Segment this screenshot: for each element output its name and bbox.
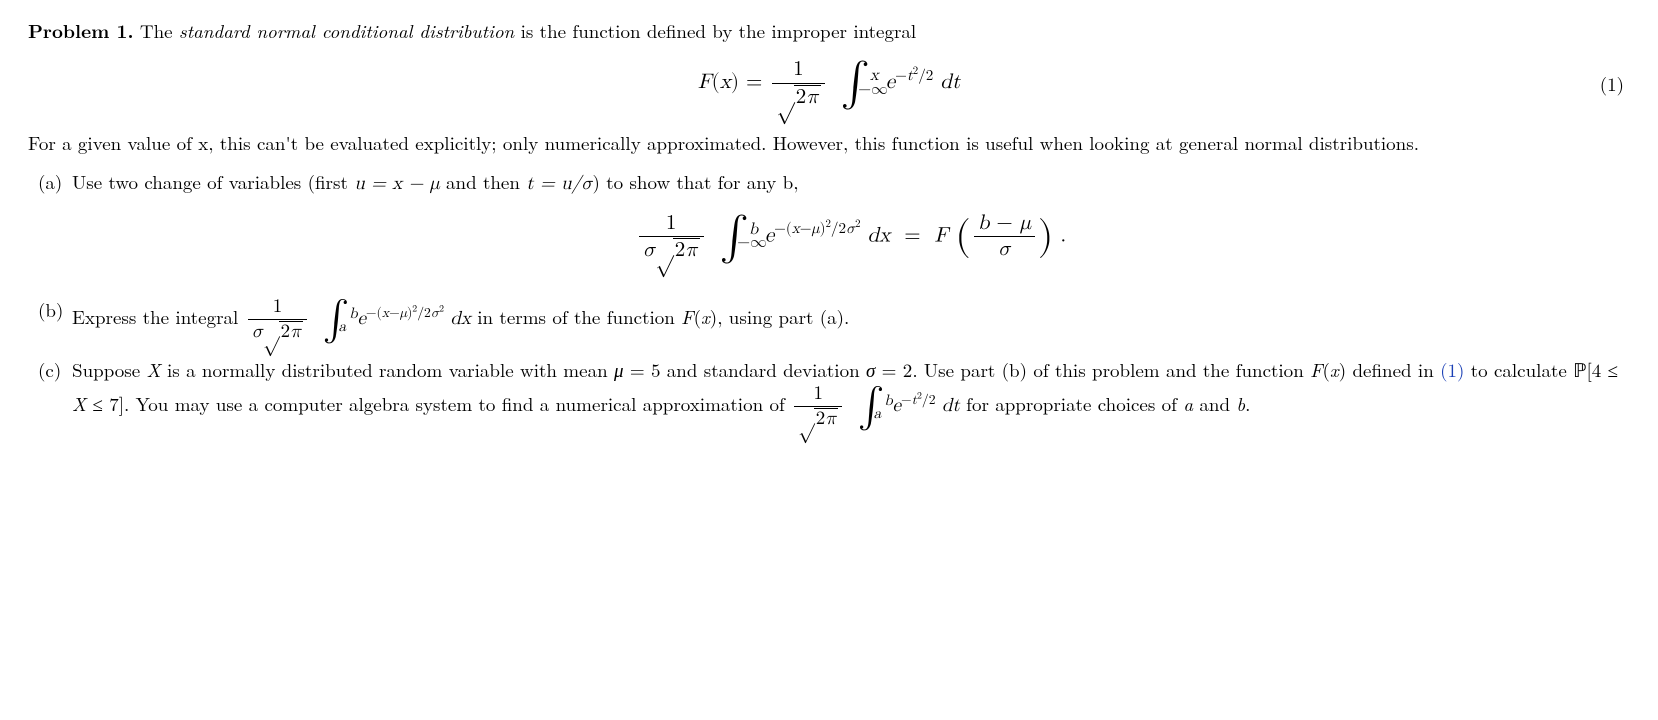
part-a-suffix: ) to show that for any b, xyxy=(593,168,799,195)
intro-term: standard normal conditional distribution xyxy=(179,17,514,44)
integral-icon: ∫b−∞ xyxy=(720,224,749,250)
den-sigma-b: σ xyxy=(252,322,263,341)
equation-1-row: F(x) = 1 2π ∫x−∞ e−t2/2 dt (1) xyxy=(28,56,1630,112)
parts-list: (a) Use two change of variables (first u… xyxy=(38,169,1630,430)
num-b: b xyxy=(978,213,990,234)
sym-X: X xyxy=(72,390,86,417)
num-one: 1 xyxy=(772,58,824,83)
sym-e-b: e xyxy=(357,309,365,328)
sym-F-a: F xyxy=(935,225,949,246)
part-c-label: (c) xyxy=(38,357,72,383)
sym-eq-a: = xyxy=(904,225,920,246)
problem-header: Problem 1. The standard normal condition… xyxy=(28,18,1630,44)
ilim-up-b3: b xyxy=(884,393,892,408)
num-one-c: 1 xyxy=(794,384,842,407)
ilim-lo-minf-a: −∞ xyxy=(737,235,767,252)
part-c-body: Suppose X is a normally distributed rand… xyxy=(72,357,1630,430)
sym-sigma-c: σ xyxy=(866,356,875,383)
integral-icon: ∫ba xyxy=(323,308,350,332)
den-sigma-frac: σ xyxy=(998,239,1011,260)
part-a-equation-row: 1 σ2π ∫b−∞ e−(x−μ)2/2σ2 dx = F ( b − μ σ… xyxy=(72,209,1630,265)
part-a-mid: and then xyxy=(440,168,527,195)
paragraph-context-text: For a given value of x, this can't be ev… xyxy=(28,129,1419,156)
part-a-prefix: Use two change of variables (first xyxy=(72,168,354,195)
den-pi: π xyxy=(806,87,818,108)
sym-dx-b: dx xyxy=(450,309,471,328)
den-pi-a: π xyxy=(685,240,697,261)
part-b-body: Express the integral 1 σ2π ∫ba e−(x−μ)2/… xyxy=(72,297,1630,343)
num-mu: μ xyxy=(1020,213,1031,234)
sym-dt: dt xyxy=(940,72,960,93)
sym-dt-c: dt xyxy=(942,396,960,415)
part-b: (b) Express the integral 1 σ2π ∫ba e−(x−… xyxy=(38,297,1630,343)
ilim-lo-a2: a xyxy=(874,406,882,421)
den-pi-b: π xyxy=(290,322,301,341)
den-two-c: 2 xyxy=(816,409,826,428)
den-two-a: 2 xyxy=(675,240,686,261)
sym-mu-c: μ xyxy=(614,356,624,383)
sym-eq: = xyxy=(746,72,762,93)
frac-1-over-sigma-sqrt2pi-b: 1 σ2π xyxy=(248,297,308,343)
ilim-up-b2: b xyxy=(349,306,357,321)
sym-F: F xyxy=(698,72,712,93)
paragraph-context: For a given value of x, this can't be ev… xyxy=(28,130,1630,156)
sigma-val: 2 xyxy=(903,356,913,383)
equation-1-number: (1) xyxy=(1600,71,1624,97)
integral-icon: ∫x−∞ xyxy=(840,70,869,96)
frac-b-minus-mu-over-sigma: b − μ σ xyxy=(974,212,1035,261)
part-c: (c) Suppose X is a normally distributed … xyxy=(38,357,1630,430)
part-b-prefix: Express the integral xyxy=(72,303,245,330)
part-a-sub-u: u = x − μ xyxy=(354,174,439,193)
sym-dx-a: dx xyxy=(867,225,890,246)
part-a: (a) Use two change of variables (first u… xyxy=(38,169,1630,283)
part-b-label: (b) xyxy=(38,297,72,323)
frac-1-over-sqrt2pi: 1 2π xyxy=(772,58,824,108)
ilim-lo-a: a xyxy=(339,319,347,334)
part-b-integral: 1 σ2π ∫ba e−(x−μ)2/2σ2 dx xyxy=(245,309,478,328)
integral-icon: ∫ba xyxy=(858,395,885,419)
frac-1-over-sqrt2pi-c: 1 2π xyxy=(794,384,842,430)
mu-val: 5 xyxy=(651,356,661,383)
den-two: 2 xyxy=(796,87,807,108)
den-sigma-a: σ xyxy=(643,240,656,261)
num-4: 4 xyxy=(1592,356,1602,383)
equation-1: F(x) = 1 2π ∫x−∞ e−t2/2 dt xyxy=(698,58,960,108)
sym-e-c: e xyxy=(893,396,901,415)
part-a-body: Use two change of variables (first u = x… xyxy=(72,169,1630,283)
intro-suffix: is the function defined by the improper … xyxy=(514,17,916,44)
den-two-b: 2 xyxy=(281,322,291,341)
intro-prefix: The xyxy=(140,17,179,44)
num-7: 7 xyxy=(109,390,119,417)
sym-x: x xyxy=(720,72,731,93)
sym-leq1: ≤ xyxy=(1608,356,1618,383)
part-c-integral: 1 2π ∫ba e−t2/2 dt xyxy=(791,396,966,415)
frac-1-over-sigma-sqrt2pi: 1 σ2π xyxy=(639,212,704,262)
problem-label: Problem 1. xyxy=(28,16,134,44)
sym-leq2: ≤ xyxy=(92,390,102,417)
den-pi-c: π xyxy=(825,409,836,428)
num-one-a: 1 xyxy=(639,212,704,237)
equation-ref-1[interactable]: (1) xyxy=(1440,356,1464,383)
part-b-suffix: in terms of the function F(x), using par… xyxy=(477,303,849,330)
part-a-label: (a) xyxy=(38,169,72,195)
part-c-end: for appropriate choices of a and b. xyxy=(966,390,1250,417)
part-a-equation: 1 σ2π ∫b−∞ e−(x−μ)2/2σ2 dx = F ( b − μ σ… xyxy=(636,212,1066,262)
part-a-sub-t: t = u/σ xyxy=(526,174,592,193)
num-one-b: 1 xyxy=(248,297,308,320)
sym-P: ℙ xyxy=(1573,361,1586,382)
ilim-lo-minf: −∞ xyxy=(858,82,888,99)
